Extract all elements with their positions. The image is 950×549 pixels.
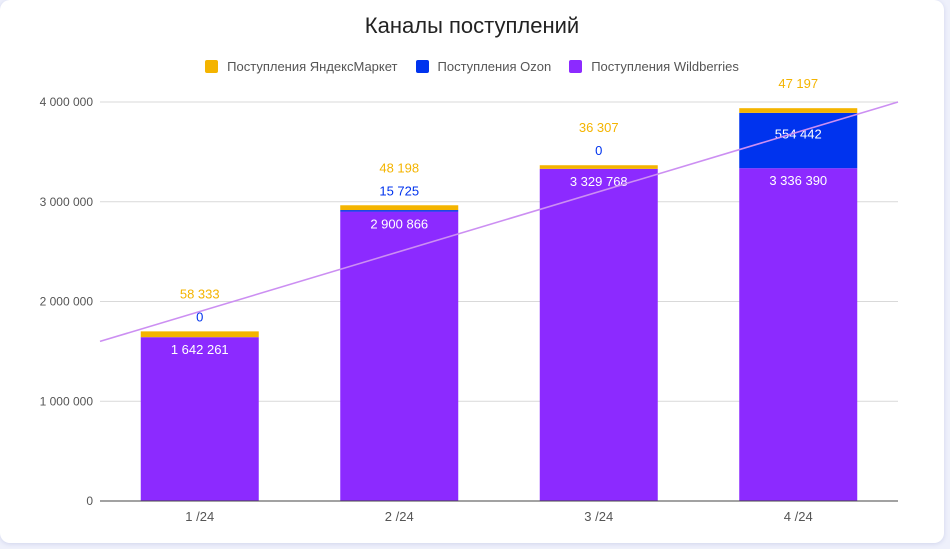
data-label-wildberries: 3 336 390 (769, 173, 827, 188)
data-label-yandex: 48 198 (379, 160, 419, 175)
trendline (99, 101, 899, 343)
x-tick-label: 2 /24 (385, 509, 414, 524)
data-label-wildberries: 2 900 866 (370, 217, 428, 232)
y-tick-label: 3 000 000 (40, 195, 94, 209)
legend-swatch-ozon (415, 60, 429, 73)
bar-wildberries (140, 337, 259, 501)
bar-wildberries (739, 168, 858, 501)
legend-label-ozon: Поступления Ozon (437, 59, 552, 74)
bar-ozon (739, 112, 858, 169)
legend-label-yandex: Поступления ЯндексМаркет (227, 59, 398, 74)
y-tick-label: 1 000 000 (40, 394, 94, 408)
bar-ozon (340, 210, 459, 212)
x-tick-label: 1 /24 (185, 509, 214, 524)
legend-label-wildberries: Поступления Wildberries (591, 59, 739, 74)
legend: Поступления ЯндексМаркет Поступления Ozo… (0, 59, 944, 74)
data-label-yandex: 58 333 (180, 286, 220, 301)
data-label-yandex: 36 307 (579, 120, 619, 135)
x-tick-label: 4 /24 (784, 509, 813, 524)
bar-yandex (739, 108, 858, 113)
legend-swatch-yandex (205, 60, 219, 73)
y-tick-label: 0 (86, 494, 93, 508)
legend-swatch-wildberries (569, 60, 583, 73)
bar-yandex (140, 331, 259, 338)
legend-item-ozon: Поступления Ozon (415, 59, 552, 74)
legend-item-wildberries: Поступления Wildberries (569, 59, 739, 74)
data-label-wildberries: 3 329 768 (570, 174, 628, 189)
chart-title: Каналы поступлений (364, 13, 580, 38)
bar-wildberries (539, 168, 658, 501)
bar-wildberries (340, 211, 459, 501)
data-label-wildberries: 1 642 261 (171, 342, 229, 357)
y-tick-label: 4 000 000 (40, 95, 94, 109)
bar-yandex (539, 165, 658, 169)
data-label-ozon: 0 (595, 143, 602, 158)
legend-item-yandex: Поступления ЯндексМаркет (205, 59, 398, 74)
bar-yandex (340, 205, 459, 211)
data-label-ozon: 0 (196, 309, 203, 324)
x-tick-label: 3 /24 (584, 509, 613, 524)
data-label-ozon: 15 725 (379, 183, 419, 198)
y-tick-label: 2 000 000 (40, 295, 94, 309)
data-label-ozon: 554 442 (775, 127, 822, 142)
data-label-yandex: 47 197 (778, 76, 818, 91)
